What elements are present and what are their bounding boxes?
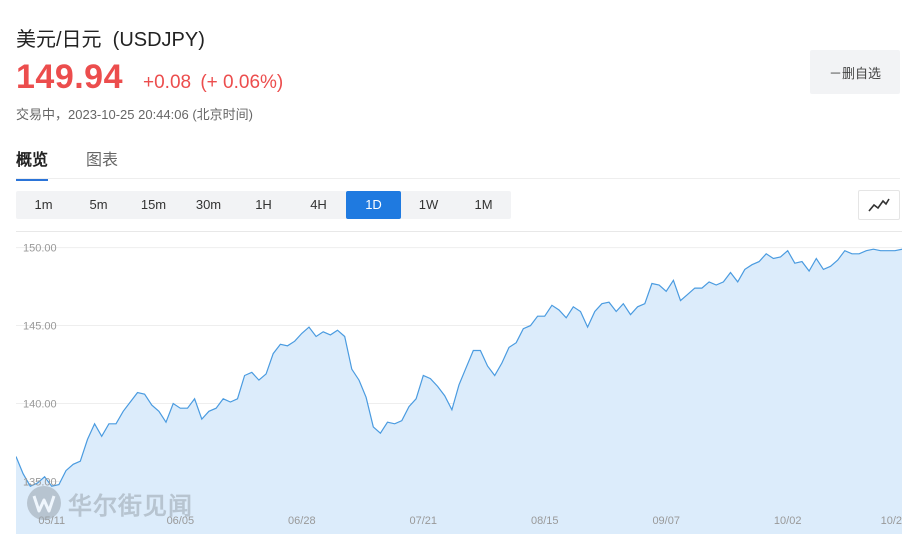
tab-overview[interactable]: 概览: [16, 146, 49, 181]
chart-type-button[interactable]: [858, 190, 900, 220]
y-tick-label: 135.00: [23, 476, 57, 488]
x-tick-label: 10/2: [881, 515, 902, 527]
tab-divider: [16, 178, 900, 179]
remove-watchlist-button[interactable]: －删自选: [810, 50, 900, 94]
y-tick-label: 140.00: [23, 399, 57, 411]
last-price: 149.94: [16, 58, 123, 96]
x-tick-label: 05/11: [38, 515, 65, 527]
period-30m[interactable]: 30m: [195, 197, 222, 212]
period-1h[interactable]: 1H: [255, 197, 272, 212]
x-tick-label: 08/15: [531, 515, 559, 527]
period-4h[interactable]: 4H: [310, 197, 327, 212]
line-chart-icon: [868, 198, 890, 212]
y-tick-label: 150.00: [23, 243, 57, 255]
price-area-fill: [16, 249, 902, 534]
y-tick-label: 145.00: [23, 321, 57, 333]
period-1m[interactable]: 1m: [34, 197, 53, 212]
period-selector: 1m 5m 15m 30m 1H 4H 1D 1W 1M: [16, 191, 511, 219]
price-chart[interactable]: 135.00 140.00 145.00 150.00 05/11 06/05 06/28 0…: [15, 231, 903, 534]
instrument-title: 美元/日元 (USDJPY): [16, 29, 205, 51]
tab-bar: 概览 图表: [16, 146, 156, 181]
trading-status: 交易中，2023-10-25 20:44:06 (北京时间): [16, 107, 253, 122]
price-change: +0.08 (+ 0.06%): [143, 72, 283, 94]
quote-row: 149.94 +0.08 (+ 0.06%): [16, 58, 283, 97]
tab-chart[interactable]: 图表: [86, 152, 119, 169]
x-tick-label: 07/21: [410, 515, 438, 527]
period-1mo[interactable]: 1M: [474, 197, 493, 212]
period-1d[interactable]: 1D: [346, 191, 401, 219]
period-15m[interactable]: 15m: [140, 197, 167, 212]
change-percent: (+ 0.06%): [200, 72, 284, 93]
period-1w[interactable]: 1W: [418, 197, 439, 212]
x-tick-label: 09/07: [652, 515, 680, 527]
price-line: [15, 248, 903, 487]
x-tick-label: 06/28: [288, 515, 316, 527]
x-tick-label: 06/05: [167, 515, 195, 527]
change-value: +0.08: [143, 72, 192, 93]
x-tick-label: 10/02: [774, 515, 802, 527]
price-chart-svg: 135.00 140.00 145.00 150.00 05/11 06/05 06/28 0…: [15, 243, 903, 534]
period-5m[interactable]: 5m: [89, 197, 108, 212]
